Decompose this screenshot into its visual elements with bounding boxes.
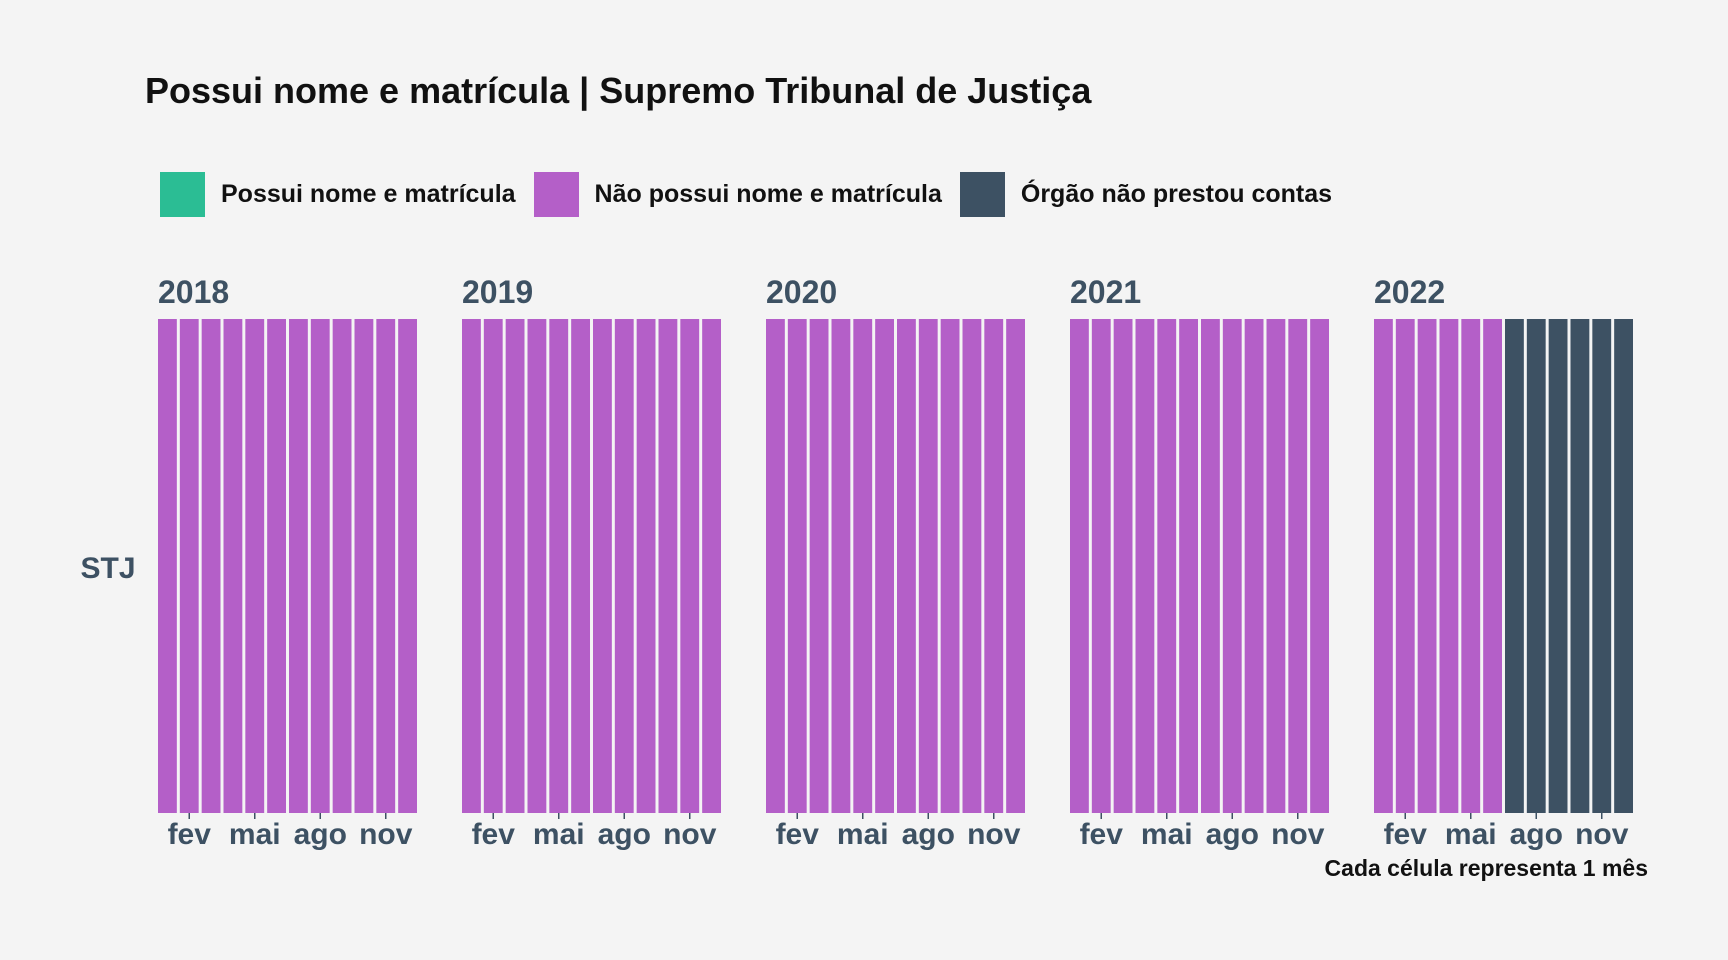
cell-2018-8: [310, 319, 330, 813]
cell-2021-8: [1222, 319, 1242, 813]
tick-label-2020-mai: mai: [837, 818, 889, 851]
cell-2022-2: [1395, 319, 1415, 813]
tick-label-2019-mai: mai: [533, 818, 585, 851]
tick-label-2021-fev: fev: [1080, 818, 1124, 851]
cell-2020-4: [831, 319, 851, 813]
cell-2022-4: [1439, 319, 1459, 813]
cell-2019-5: [549, 319, 569, 813]
cell-2020-1: [766, 319, 785, 813]
tick-label-2018-fev: fev: [168, 818, 212, 851]
cell-2018-12: [398, 319, 417, 813]
cell-2022-1: [1374, 319, 1393, 813]
cell-2022-8: [1526, 319, 1546, 813]
year-label-2021: 2021: [1070, 274, 1141, 310]
cell-2020-8: [918, 319, 938, 813]
year-label-2018: 2018: [158, 274, 229, 310]
cell-2018-4: [223, 319, 243, 813]
tick-label-2022-ago: ago: [1510, 818, 1563, 851]
cell-2019-3: [505, 319, 525, 813]
tick-label-2020-ago: ago: [902, 818, 955, 851]
cell-2021-4: [1135, 319, 1155, 813]
tick-label-2019-ago: ago: [598, 818, 651, 851]
cell-2021-5: [1157, 319, 1177, 813]
cell-2019-9: [636, 319, 656, 813]
legend-label-possui: Possui nome e matrícula: [221, 180, 516, 208]
cell-2020-12: [1006, 319, 1025, 813]
cell-2021-10: [1266, 319, 1286, 813]
cell-2022-3: [1417, 319, 1437, 813]
cell-2021-7: [1201, 319, 1220, 813]
tick-label-2022-fev: fev: [1384, 818, 1428, 851]
cell-2021-2: [1091, 319, 1111, 813]
legend-swatch-nao-possui: [533, 172, 579, 217]
cell-2018-11: [376, 319, 396, 813]
legend: Possui nome e matrícula Não possui nome …: [160, 172, 1350, 217]
cell-2021-1: [1070, 319, 1089, 813]
cell-2019-2: [483, 319, 503, 813]
cell-2019-11: [680, 319, 700, 813]
cell-2022-6: [1483, 319, 1502, 813]
cell-2020-3: [809, 319, 829, 813]
cell-2018-10: [354, 319, 374, 813]
cell-2022-11: [1592, 319, 1612, 813]
cell-2018-7: [289, 319, 308, 813]
cell-2019-4: [527, 319, 547, 813]
cell-2019-12: [702, 319, 721, 813]
tick-label-2018-nov: nov: [359, 818, 413, 851]
tick-label-2020-nov: nov: [967, 818, 1021, 851]
cell-2022-9: [1548, 319, 1568, 813]
legend-item-possui: Possui nome e matrícula: [160, 172, 516, 217]
cell-2022-12: [1614, 319, 1633, 813]
cell-2019-1: [462, 319, 481, 813]
tick-label-2022-nov: nov: [1575, 818, 1629, 851]
chart-caption: Cada célula representa 1 mês: [1325, 855, 1648, 881]
cell-2021-9: [1244, 319, 1264, 813]
cell-2019-8: [614, 319, 634, 813]
cell-2021-12: [1310, 319, 1329, 813]
cell-2018-1: [158, 319, 177, 813]
cell-2021-3: [1113, 319, 1133, 813]
cell-2021-6: [1179, 319, 1198, 813]
tick-label-2021-mai: mai: [1141, 818, 1193, 851]
cell-2018-5: [245, 319, 265, 813]
legend-swatch-nao-prestou: [959, 172, 1005, 217]
cell-2020-9: [940, 319, 960, 813]
cell-2018-9: [332, 319, 352, 813]
year-label-2020: 2020: [766, 274, 837, 310]
cell-2019-6: [571, 319, 590, 813]
year-label-2019: 2019: [462, 274, 533, 310]
row-label: STJ: [80, 552, 135, 585]
cell-2022-10: [1570, 319, 1590, 813]
cell-2020-6: [875, 319, 894, 813]
legend-label-nao-prestou: Órgão não prestou contas: [1020, 180, 1333, 208]
tick-label-2019-nov: nov: [663, 818, 717, 851]
cell-2018-3: [201, 319, 221, 813]
legend-item-nao-possui: Não possui nome e matrícula: [533, 172, 942, 217]
chart-title: Possui nome e matrícula | Supremo Tribun…: [145, 70, 1092, 111]
cell-2019-7: [593, 319, 612, 813]
tick-label-2019-fev: fev: [472, 818, 516, 851]
cell-2018-6: [267, 319, 286, 813]
cell-2019-10: [658, 319, 678, 813]
cell-2020-5: [853, 319, 873, 813]
cell-2021-11: [1288, 319, 1308, 813]
cell-2020-10: [962, 319, 982, 813]
cell-2022-7: [1505, 319, 1524, 813]
tick-label-2018-ago: ago: [294, 818, 347, 851]
tick-label-2018-mai: mai: [229, 818, 281, 851]
cell-2020-7: [897, 319, 916, 813]
cell-2022-5: [1461, 319, 1481, 813]
cell-2018-2: [179, 319, 199, 813]
cell-2020-11: [984, 319, 1004, 813]
legend-label-nao-possui: Não possui nome e matrícula: [594, 180, 942, 208]
tick-label-2022-mai: mai: [1445, 818, 1497, 851]
tick-label-2020-fev: fev: [776, 818, 820, 851]
tick-label-2021-nov: nov: [1271, 818, 1325, 851]
year-label-2022: 2022: [1374, 274, 1445, 310]
legend-item-nao-prestou: Órgão não prestou contas: [959, 172, 1333, 217]
legend-swatch-possui: [160, 172, 205, 217]
cell-2020-2: [787, 319, 807, 813]
tick-label-2021-ago: ago: [1206, 818, 1259, 851]
